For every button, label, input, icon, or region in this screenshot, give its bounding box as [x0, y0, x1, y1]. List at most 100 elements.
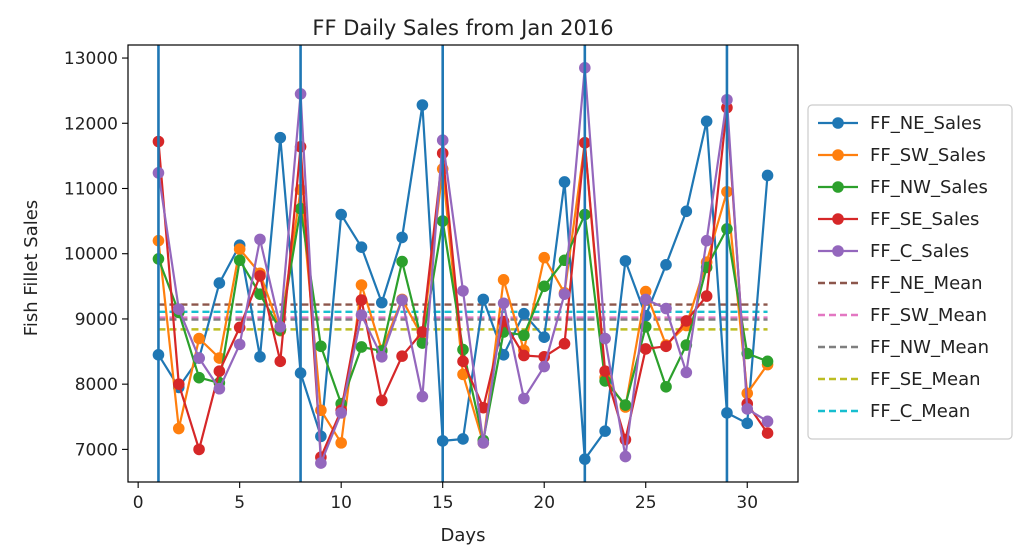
data-point	[416, 390, 429, 403]
legend-marker	[832, 149, 844, 161]
x-tick-label: 0	[133, 493, 144, 513]
data-point	[457, 355, 469, 368]
data-point	[700, 234, 713, 247]
data-point	[416, 99, 429, 111]
data-point	[477, 401, 490, 414]
data-point	[599, 365, 611, 377]
data-point	[741, 403, 754, 415]
data-point	[172, 378, 185, 390]
legend-label: FF_SE_Sales	[870, 209, 979, 230]
data-point	[761, 427, 774, 439]
data-point	[335, 407, 347, 419]
data-point	[538, 360, 551, 373]
data-point	[213, 382, 226, 395]
data-point	[213, 365, 226, 377]
data-point	[172, 422, 185, 435]
y-axis-label: Fish Fillet Sales	[21, 200, 42, 336]
legend-box	[807, 104, 1013, 440]
y-tick-label: 10000	[64, 245, 118, 265]
data-point	[518, 307, 530, 320]
data-point	[558, 176, 571, 188]
data-point	[457, 343, 469, 356]
legend-label: FF_NW_Sales	[870, 177, 988, 198]
data-point	[680, 315, 693, 327]
y-tick-label: 9000	[75, 310, 118, 330]
plot-frame	[127, 44, 799, 483]
x-tick-label: 10	[330, 493, 352, 513]
data-point	[355, 294, 368, 306]
data-point	[761, 415, 774, 428]
data-point	[375, 394, 388, 407]
data-point	[254, 270, 266, 282]
data-point	[193, 352, 205, 364]
data-point	[518, 349, 530, 362]
legend-label: FF_C_Mean	[870, 401, 970, 422]
data-point	[355, 309, 368, 321]
data-point	[538, 251, 551, 264]
data-point	[315, 457, 327, 469]
data-point	[518, 392, 530, 405]
data-point	[599, 332, 611, 345]
data-point	[477, 293, 490, 306]
x-axis-label: Days	[441, 525, 486, 546]
data-point	[680, 366, 693, 379]
legend-label: FF_SW_Sales	[870, 145, 986, 166]
data-point	[497, 274, 510, 286]
data-point	[700, 290, 713, 302]
data-point	[680, 205, 693, 218]
data-point	[315, 340, 327, 353]
data-point	[375, 350, 388, 363]
data-point	[457, 285, 469, 297]
legend-label: FF_NE_Mean	[870, 273, 983, 294]
legend-label: FF_C_Sales	[870, 241, 969, 262]
data-point	[396, 350, 408, 362]
data-point	[396, 294, 408, 306]
data-point	[193, 332, 205, 345]
data-point	[233, 254, 246, 267]
chart-title: FF Daily Sales from Jan 2016	[312, 16, 613, 40]
data-point	[660, 302, 672, 315]
data-point	[274, 320, 287, 333]
legend-marker	[832, 245, 844, 257]
legend-marker	[832, 181, 844, 193]
legend-marker	[832, 213, 844, 225]
data-point	[274, 355, 287, 368]
data-point	[396, 255, 408, 268]
data-point	[172, 303, 185, 315]
legend-marker	[832, 117, 844, 129]
data-point	[741, 417, 754, 430]
data-point	[457, 433, 469, 445]
x-tick-label: 25	[635, 493, 657, 513]
data-point	[355, 241, 368, 253]
data-point	[558, 288, 571, 300]
data-point	[233, 338, 246, 351]
data-point	[375, 296, 388, 309]
data-point	[254, 350, 266, 363]
data-point	[639, 293, 652, 306]
y-tick-label: 13000	[64, 49, 118, 69]
data-point	[619, 450, 632, 463]
y-tick-label: 11000	[64, 179, 118, 199]
data-point	[355, 341, 368, 353]
data-point	[274, 131, 287, 144]
data-point	[619, 399, 632, 411]
x-tick-label: 20	[533, 493, 555, 513]
data-point	[660, 380, 672, 393]
data-point	[761, 355, 774, 368]
data-point	[233, 243, 246, 255]
y-tick-label: 8000	[75, 375, 118, 395]
data-point	[497, 297, 510, 310]
x-tick-label: 5	[234, 493, 245, 513]
data-point	[335, 208, 347, 221]
series-line	[157, 66, 769, 465]
data-point	[477, 437, 490, 449]
data-point	[193, 443, 205, 456]
data-point	[193, 371, 205, 384]
data-point	[416, 326, 429, 338]
data-point	[660, 259, 672, 271]
series-line	[157, 207, 768, 442]
data-point	[599, 425, 611, 437]
series-line	[157, 103, 769, 461]
data-point	[457, 368, 469, 381]
